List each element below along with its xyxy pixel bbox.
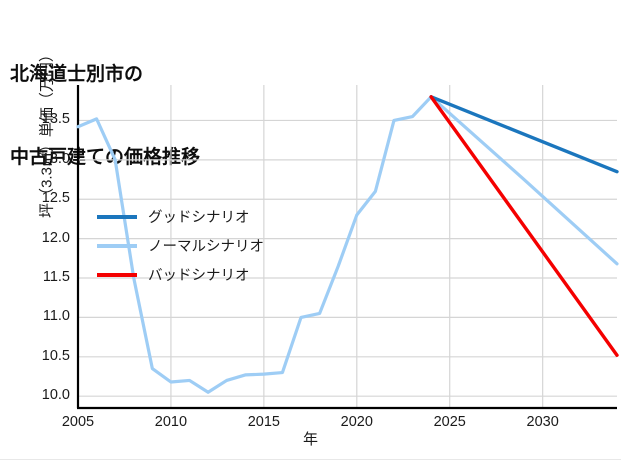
plot-border-group	[76, 85, 617, 410]
legend-label-bad: バッドシナリオ	[148, 268, 250, 284]
y-tick-label: 11.5	[42, 269, 70, 285]
legend-swatch-good-icon	[97, 214, 137, 219]
chart-title-line-1: 北海道士別市の	[10, 64, 144, 86]
chart-legend: グッドシナリオ ノーマルシナリオ バッドシナリオ	[97, 202, 297, 289]
gridlines-group	[77, 85, 617, 408]
x-tick-label: 2020	[340, 414, 373, 430]
x-tick-label: 2030	[526, 414, 559, 430]
y-tick-label: 11.0	[42, 308, 70, 325]
x-axis-label: 年	[302, 431, 318, 448]
legend-item-normal: ノーマルシナリオ	[97, 231, 297, 260]
y-axis-label: 坪（3.3㎡）単価（万円）	[38, 47, 56, 218]
legend-label-normal: ノーマルシナリオ	[148, 239, 264, 255]
x-tick-label: 2005	[61, 414, 95, 430]
series-lines-group	[76, 95, 619, 394]
y-tick-label: 13.0	[41, 150, 70, 167]
x-tick-label: 2010	[154, 414, 188, 430]
legend-item-bad: バッドシナリオ	[97, 260, 297, 289]
y-tick-label: 10.0	[41, 387, 70, 404]
chart-title-line-2: 中古戸建ての価格推移	[10, 146, 201, 168]
legend-swatch-normal-icon	[97, 243, 137, 248]
y-tick-label: 10.5	[41, 347, 70, 364]
y-tick-label: 13.5	[41, 111, 70, 128]
legend-item-good: グッドシナリオ	[97, 202, 297, 231]
chart-title: 北海道士別市の 中古戸建ての価格推移	[10, 6, 200, 226]
bottom-divider	[0, 459, 621, 460]
legend-label-good: グッドシナリオ	[148, 210, 250, 226]
x-tick-label: 2015	[247, 414, 280, 430]
y-tick-label: 12.5	[41, 190, 70, 207]
x-tick-label: 2025	[433, 414, 466, 430]
legend-swatch-bad-icon	[97, 272, 137, 277]
y-tick-label: 12.0	[41, 229, 70, 246]
